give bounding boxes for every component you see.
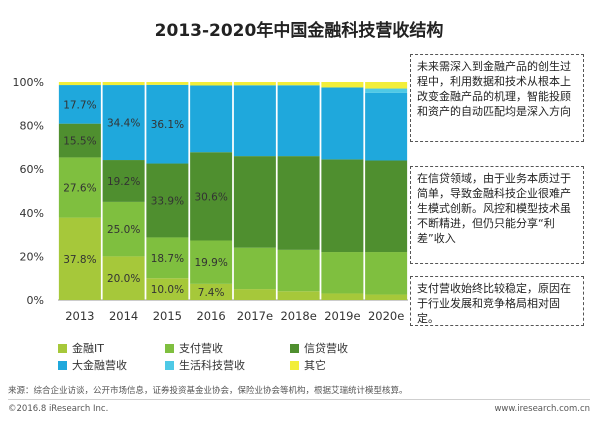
legend-swatch (165, 344, 174, 353)
bar-segment (58, 85, 101, 124)
bar-segment (277, 249, 320, 292)
callout-innovation: 未来需深入到金融产品的创生过程中，利用数据和技术从根本上改变金融产品的机理，智能… (410, 54, 584, 142)
bar-segment (146, 84, 189, 164)
data-label: 10.0% (151, 284, 184, 296)
data-label: 7.4% (198, 287, 225, 299)
bar-segment (365, 82, 408, 89)
legend-swatch (290, 361, 299, 370)
y-tick-label: 0% (27, 294, 44, 307)
data-label: 25.0% (107, 224, 140, 236)
bar-segment (277, 291, 320, 300)
data-label: 17.7% (63, 99, 96, 111)
data-label: 36.1% (151, 119, 184, 131)
bar-segment (233, 156, 276, 248)
x-tick-label: 2017e (237, 309, 273, 323)
bar-segment (146, 278, 189, 300)
x-tick-label: 2019e (324, 309, 360, 323)
bar-segment (365, 252, 408, 295)
data-label: 19.2% (107, 176, 140, 188)
bar-segment (190, 283, 233, 300)
x-tick-label: 2018e (280, 309, 316, 323)
legend-swatch (165, 361, 174, 370)
x-tick-label: 2016 (196, 309, 225, 323)
y-tick-label: 100% (13, 76, 44, 89)
legend-swatch (58, 344, 67, 353)
bar-segment (277, 156, 320, 250)
bar-segment (190, 240, 233, 284)
callout-payment: 支付营收始终比较稳定，原因在于行业发展和竞争格局相对固定。 (410, 276, 584, 326)
bar-segment (146, 163, 189, 238)
legend-swatch (290, 344, 299, 353)
y-tick-label: 60% (20, 163, 44, 176)
bar-segment (102, 85, 145, 161)
copyright: ©2016.8 iResearch Inc. (8, 404, 109, 414)
bar-segment (190, 85, 233, 153)
bar-segment (102, 201, 145, 257)
bar-segment (365, 294, 408, 300)
bar-segment (190, 82, 233, 86)
footer-divider (8, 399, 590, 400)
y-tick-label: 80% (20, 120, 44, 133)
bar-segment (321, 87, 364, 160)
bar-segment (321, 159, 364, 253)
y-tick-label: 40% (20, 207, 44, 220)
bar-segment (365, 92, 408, 161)
bar-segment (321, 252, 364, 294)
callout-credit: 在信贷领域，由于业务本质过于简单，导致金融科技企业很难产生模式创新。风控和模型技… (410, 166, 584, 264)
legend-label: 金融IT (72, 341, 104, 355)
legend-label: 信贷营收 (304, 341, 348, 355)
bar-segment (58, 157, 101, 218)
source-note: 来源：综合企业访谈，公开市场信息，证券投资基金业协会，保险业协会等机构，根据艾瑞… (8, 386, 408, 396)
bar-segment (58, 217, 101, 300)
bar-segment (233, 82, 276, 86)
data-label: 33.9% (151, 195, 184, 207)
stacked-bar-chart: 0% 20% 40% 60% 80% 100% 37.8% 27.6% 15.5% 17.7% 20… (13, 76, 408, 372)
data-label: 20.0% (107, 273, 140, 285)
data-label: 27.6% (63, 183, 96, 195)
chart-title: 2013-2020年中国金融科技营收结构 (154, 21, 444, 41)
bar-segment (321, 82, 364, 88)
bar-segment (365, 88, 408, 93)
website: www.iresearch.com.cn (494, 404, 590, 414)
data-label: 18.7% (151, 253, 184, 265)
bar-segment (58, 82, 101, 86)
bar-segment (277, 85, 320, 157)
legend-label: 其它 (304, 358, 326, 372)
y-tick-label: 20% (20, 250, 44, 263)
x-tick-label: 2015 (153, 309, 182, 323)
bar-segment (277, 82, 320, 86)
bar-segment (146, 237, 189, 279)
data-label: 15.5% (63, 136, 96, 148)
bar-segment (233, 85, 276, 157)
legend-label: 大金融营收 (72, 358, 127, 372)
x-tick-label: 2020e (368, 309, 404, 323)
bar-segment (365, 160, 408, 253)
data-label: 30.6% (194, 191, 227, 203)
bar-segment (321, 293, 364, 300)
legend-swatch (58, 361, 67, 370)
bar-segment (233, 247, 276, 290)
legend-label: 支付营收 (179, 341, 223, 355)
bar-segment (102, 256, 145, 300)
bar-segment (58, 123, 101, 158)
bar-segment (190, 152, 233, 241)
bar-segment (233, 289, 276, 300)
bar-segment (146, 82, 189, 85)
data-label: 34.4% (107, 118, 140, 130)
legend-label: 生活科技营收 (179, 358, 245, 372)
data-label: 37.8% (63, 254, 96, 266)
bar-segment (102, 82, 145, 86)
x-tick-label: 2013 (65, 309, 94, 323)
data-label: 19.9% (194, 257, 227, 269)
bar-segment (102, 160, 145, 202)
x-tick-label: 2014 (109, 309, 138, 323)
